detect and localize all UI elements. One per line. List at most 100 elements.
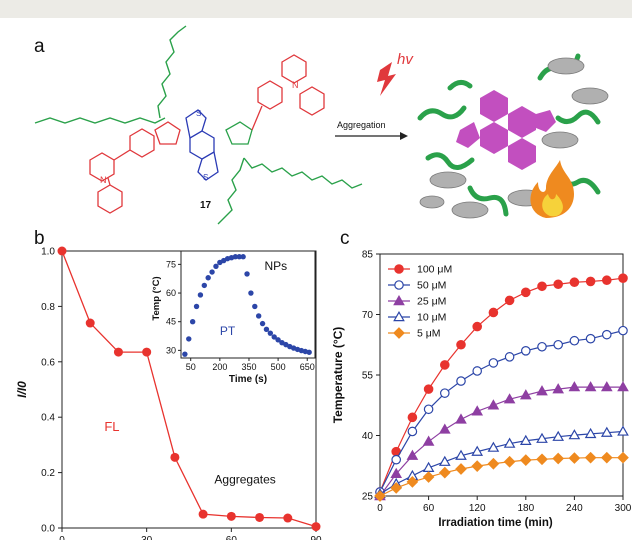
aggregate-illustration	[417, 53, 609, 219]
inset-ytick-label: 75	[166, 259, 176, 269]
chart-c-point	[601, 329, 612, 340]
inset-point	[267, 330, 274, 336]
chart-c-ytick-label: 55	[362, 371, 374, 382]
chart-c: 0 60 120 180 240 300 25 40 55 70 85 Irradiation tim…	[331, 250, 632, 530]
chart-c-series-line	[379, 277, 624, 493]
chart-c-point	[519, 434, 532, 445]
chart-c-point	[456, 339, 466, 350]
chart-c-point	[584, 427, 597, 439]
chart-c-point	[536, 385, 548, 396]
inset-point	[275, 337, 281, 343]
chart-c-point	[487, 441, 500, 452]
inset-point	[213, 263, 219, 269]
triphenylamine-right	[251, 54, 325, 131]
chart-c-point	[407, 426, 418, 437]
chart-c-point	[537, 341, 547, 352]
chart-b-ytick-label: 0.0	[41, 524, 55, 535]
chart-c-point	[521, 346, 531, 356]
chart-c-point	[585, 333, 596, 344]
inset-frame	[180, 250, 316, 359]
chart-c-point	[519, 454, 532, 466]
chart-b-point	[311, 522, 321, 532]
chart-c-point	[568, 452, 581, 464]
legend-label: 5 μM	[417, 328, 441, 340]
chart-c-legend-entry: 10 μM	[388, 310, 446, 324]
chart-c-legend-entry: 5 μM	[388, 327, 441, 340]
light-label: hv	[397, 51, 414, 68]
chart-c-xtick-label: 120	[469, 503, 486, 514]
legend-marker	[393, 310, 405, 322]
inset-point	[263, 326, 270, 333]
panel-letter-a: a	[34, 36, 45, 57]
chart-c-point	[455, 413, 467, 424]
legend-marker	[393, 327, 405, 339]
chart-c-xtick-label: 60	[423, 503, 435, 514]
chart-c-legend-entry: 100 μM	[388, 264, 452, 276]
chart-c-ytick-label: 85	[362, 250, 374, 261]
legend-label: 100 μM	[417, 264, 452, 276]
chart-c-point	[391, 454, 401, 465]
chart-b-point	[198, 509, 208, 519]
chart-c-series	[374, 451, 629, 502]
chart-b-ytick-label: 0.2	[41, 468, 55, 479]
chart-c-point	[487, 399, 500, 410]
chart-c-point	[504, 352, 515, 362]
chart-b-plot: 03060900.00.20.40.60.81.0Water fraction …	[15, 246, 322, 540]
chart-c-point	[585, 276, 596, 287]
inset-point	[182, 351, 188, 357]
inset-xlabel: Time (s)	[229, 374, 267, 385]
lightning-icon	[377, 62, 396, 96]
inset-annotation-pt: PT	[220, 324, 236, 338]
chart-c-point	[600, 451, 613, 464]
atom-n-right: N	[292, 80, 299, 90]
panel-a-illustration: N S S N 17 Aggregation hv	[34, 25, 609, 225]
legend-marker	[394, 264, 404, 274]
chart-b-annotation-fl: FL	[104, 419, 119, 434]
chart-c-series	[375, 325, 628, 497]
chart-c-point	[503, 455, 516, 468]
chart-c-point	[504, 295, 515, 306]
chart-b-ytick-label: 0.8	[41, 302, 55, 313]
chart-b-point	[113, 347, 123, 357]
chart-b-ylabel: I/I0	[15, 381, 29, 398]
inset-point	[205, 275, 211, 281]
chart-c-point	[487, 457, 500, 470]
chart-c-point	[438, 466, 451, 479]
inset-annotation-nps: NPs	[265, 259, 288, 273]
chart-c-point	[406, 449, 419, 460]
inset-xtick-label: 50	[186, 362, 196, 372]
chart-c-series	[374, 381, 629, 501]
inset-xtick-label: 650	[300, 362, 315, 372]
chart-c-point	[423, 404, 434, 415]
inset-point	[248, 290, 254, 296]
inset-point	[236, 254, 242, 260]
chart-c-point	[472, 366, 482, 376]
chart-c-point	[537, 281, 547, 292]
thiophene-left	[154, 121, 181, 145]
chart-c-point	[552, 452, 565, 465]
chart-b: 03060900.00.20.40.60.81.0Water fraction …	[15, 246, 322, 540]
panel-letter-b: b	[34, 228, 45, 249]
chart-b-point	[142, 347, 152, 357]
chart-c-point	[618, 273, 628, 283]
chart-b-xtick-label: 30	[141, 535, 153, 540]
chart-c-point	[536, 453, 548, 466]
panel-letter-c: c	[340, 228, 350, 249]
chart-c-ytick-label: 40	[362, 431, 374, 442]
inset-ytick-label: 45	[166, 317, 176, 327]
chart-c-xlabel: Irradiation time (min)	[438, 517, 553, 529]
inset-point	[201, 282, 208, 289]
legend-marker	[393, 294, 405, 306]
chart-b-point	[283, 513, 293, 523]
chart-b-xtick-label: 60	[226, 535, 238, 540]
legend-label: 25 μM	[417, 296, 446, 308]
chart-c-point	[423, 384, 434, 394]
chart-c-legend-entry: 25 μM	[388, 294, 446, 308]
atom-n-left: N	[100, 175, 107, 185]
chart-c-point	[584, 381, 597, 392]
chart-c-series-line	[379, 386, 623, 497]
legend-marker	[394, 280, 404, 290]
chart-c-ytick-label: 70	[362, 310, 374, 321]
chart-c-xtick-label: 180	[517, 503, 534, 514]
fire-icon	[530, 160, 574, 218]
